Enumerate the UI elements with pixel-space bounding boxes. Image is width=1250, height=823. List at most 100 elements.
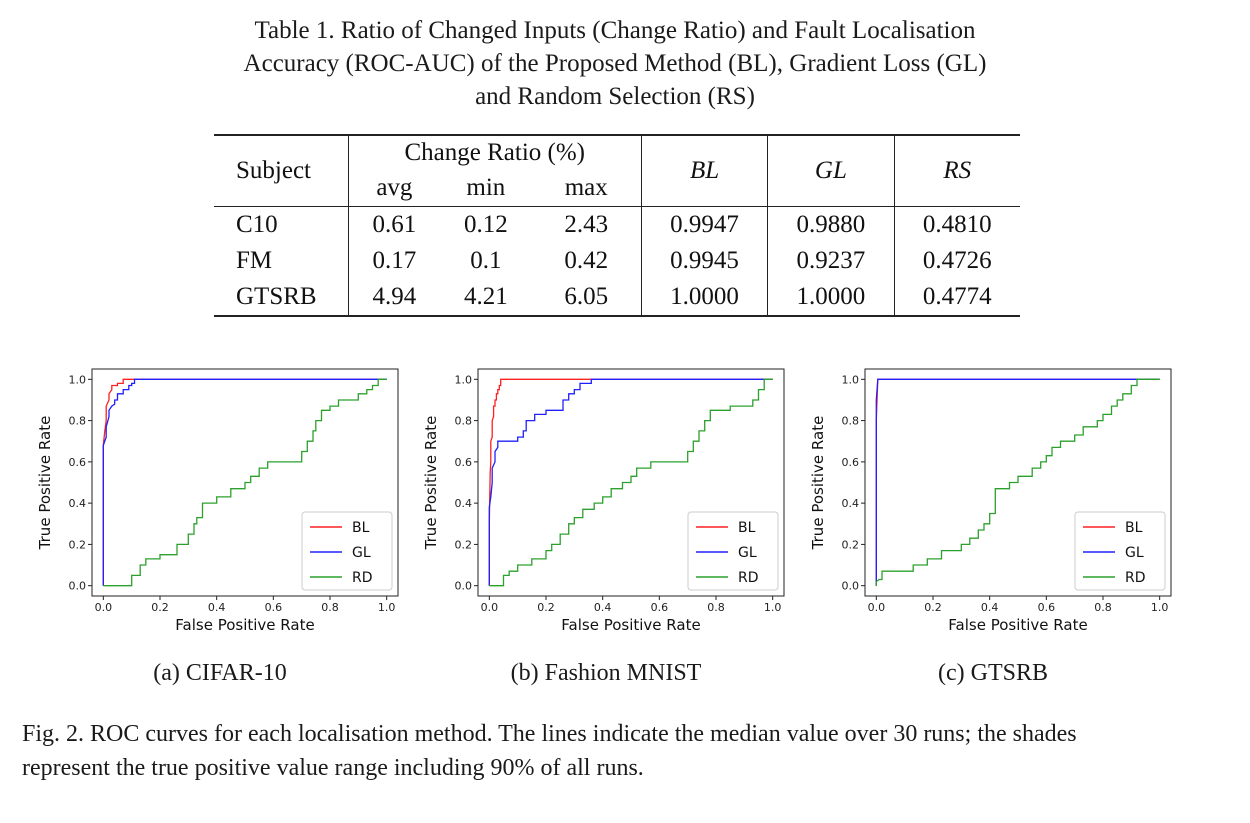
series-line-rd (875, 378, 1160, 586)
x-tick-label: 0.6 (1038, 601, 1056, 614)
header-gl: GL (767, 134, 895, 207)
cell-bl: 1.0000 (641, 279, 769, 317)
y-tick-label: 0.0 (842, 580, 860, 593)
header-min: min (440, 170, 532, 207)
x-tick-label: 0.8 (707, 601, 725, 614)
roc-chart-svg: 0.0 0.2 0.4 0.6 0.8 1.0 0.0 0.2 0.4 0.6 0.8 1.0 Fals… (422, 368, 785, 634)
header-subject: Subject (214, 134, 349, 207)
header-rs: RS (894, 134, 1020, 207)
cell-max: 6.05 (531, 279, 642, 317)
table-caption-line: and Random Selection (RS) (475, 83, 755, 110)
legend-box (1074, 511, 1166, 591)
plot-frame (477, 368, 785, 597)
legend-box (687, 511, 779, 591)
y-tick-label: 0.8 (69, 415, 87, 428)
table-caption-line: Table 1. Ratio of Changed Inputs (Change… (254, 17, 976, 44)
series-line-bl (488, 378, 773, 586)
header-bl: BL (641, 134, 769, 207)
cell-avg: 0.61 (372, 211, 417, 238)
y-tick-label: 0.6 (842, 456, 860, 469)
x-tick-label: 0.4 (594, 601, 612, 614)
cell-gl: 0.9237 (767, 243, 895, 279)
y-tick-label: 0.6 (455, 456, 473, 469)
y-tick-label: 0.2 (842, 538, 860, 551)
cell-subject: C10 (214, 206, 349, 243)
cell-avg: 4.94 (348, 279, 441, 317)
x-tick-label: 0.0 (95, 601, 113, 614)
subcaption-fashion-mnist: (b) Fashion MNIST (510, 660, 702, 686)
legend-label: GL (352, 545, 371, 561)
figure-caption-line: represent the true positive value range … (22, 755, 644, 781)
cell-subject: GTSRB (214, 279, 349, 317)
cell-gl: 1.0000 (767, 279, 895, 317)
cell-rs: 0.4774 (894, 279, 1020, 317)
roc-chart-svg: 0.0 0.2 0.4 0.6 0.8 1.0 0.0 0.2 0.4 0.6 0.8 1.0 Fals… (809, 368, 1172, 634)
legend-label: BL (352, 520, 370, 536)
x-tick-label: 1.0 (378, 601, 396, 614)
x-tick-label: 0.2 (537, 601, 555, 614)
roc-chart-cifar10: 0.0 0.2 0.4 0.6 0.8 1.0 0.0 0.2 0.4 0.6 0.8 1.0 Fals… (30, 352, 410, 642)
cell-min: 4.21 (440, 279, 532, 317)
roc-chart-gtsrb: 0.0 0.2 0.4 0.6 0.8 1.0 0.0 0.2 0.4 0.6 0.8 1.0 Fals… (803, 352, 1183, 642)
cell-subject: FM (214, 243, 349, 279)
y-tick-label: 1.0 (455, 373, 473, 386)
x-tick-label: 0.8 (1094, 601, 1112, 614)
legend-label: RD (352, 570, 373, 586)
y-tick-label: 0.0 (69, 580, 87, 593)
cell-min: 0.12 (463, 211, 508, 238)
x-axis-label: False Positive Rate (175, 616, 314, 634)
x-axis-label: False Positive Rate (561, 616, 700, 634)
x-tick-label: 0.0 (481, 601, 499, 614)
legend-label: RD (1125, 570, 1146, 586)
series-line-bl (102, 378, 387, 586)
results-table: Subject Change Ratio (%) BL GL RS avg mi… (214, 134, 1020, 317)
y-axis-label: True Positive Rate (422, 416, 440, 551)
x-tick-label: 0.8 (321, 601, 339, 614)
y-tick-label: 1.0 (842, 373, 860, 386)
legend-label: RD (738, 570, 759, 586)
x-tick-label: 0.4 (981, 601, 999, 614)
y-tick-label: 0.2 (69, 538, 87, 551)
cell-min: 0.1 (470, 247, 502, 274)
cell-rs: 0.4726 (922, 247, 992, 274)
series-line-rd (489, 378, 773, 587)
y-tick-label: 0.4 (455, 497, 473, 510)
y-axis-label: True Positive Rate (36, 416, 54, 551)
header-change-ratio: Change Ratio (%) (348, 134, 642, 170)
y-tick-label: 0.8 (842, 415, 860, 428)
table-caption-line: Accuracy (ROC-AUC) of the Proposed Metho… (243, 50, 987, 77)
subcaption-gtsrb: (c) GTSRB (938, 660, 1048, 686)
y-axis-label: True Positive Rate (809, 416, 827, 551)
legend-box (301, 511, 393, 591)
header-avg: avg (348, 170, 441, 207)
plot-frame (91, 368, 399, 597)
legend-label: GL (1125, 545, 1144, 561)
x-tick-label: 0.6 (651, 601, 669, 614)
x-tick-label: 0.2 (151, 601, 169, 614)
roc-chart-svg: 0.0 0.2 0.4 0.6 0.8 1.0 0.0 0.2 0.4 0.6 0.8 1.0 Fals… (36, 368, 399, 634)
y-tick-label: 0.2 (455, 538, 473, 551)
cell-gl: 0.9880 (767, 206, 895, 243)
x-tick-label: 1.0 (764, 601, 782, 614)
series-line-gl (488, 378, 773, 586)
x-tick-label: 1.0 (1151, 601, 1169, 614)
y-tick-label: 1.0 (69, 373, 87, 386)
y-tick-label: 0.6 (69, 456, 87, 469)
legend-label: GL (738, 545, 757, 561)
x-axis-label: False Positive Rate (948, 616, 1087, 634)
figure-caption: Fig. 2. ROC curves for each localisation… (22, 717, 1232, 785)
y-tick-label: 0.8 (455, 415, 473, 428)
x-tick-label: 0.0 (868, 601, 886, 614)
table-caption: Table 1. Ratio of Changed Inputs (Change… (150, 14, 1080, 113)
legend-label: BL (1125, 520, 1143, 536)
cell-max: 0.42 (531, 243, 642, 279)
series-line-rd (103, 378, 387, 587)
series-line-gl (102, 378, 387, 586)
cell-avg: 0.17 (372, 247, 417, 274)
cell-max: 2.43 (531, 206, 642, 243)
y-tick-label: 0.4 (69, 497, 87, 510)
roc-chart-fashion-mnist: 0.0 0.2 0.4 0.6 0.8 1.0 0.0 0.2 0.4 0.6 0.8 1.0 Fals… (416, 352, 796, 642)
legend-label: BL (738, 520, 756, 536)
cell-rs: 0.4810 (922, 211, 992, 238)
cell-bl: 0.9947 (641, 206, 769, 243)
